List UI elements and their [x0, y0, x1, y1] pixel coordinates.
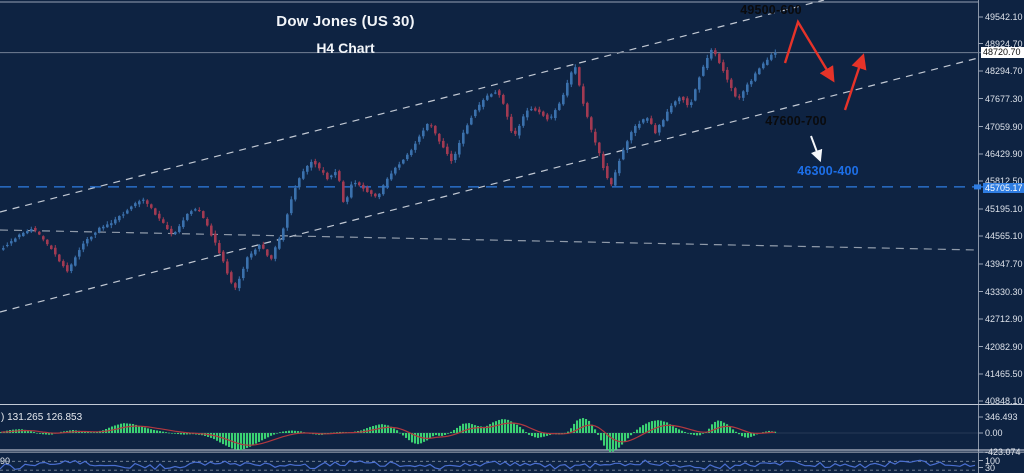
chart-subtitle: H4 Chart [316, 40, 375, 56]
bid-price-label: 45705.17 [983, 183, 1024, 193]
axis-label: 45195.10 [985, 204, 1023, 214]
annotation-support-zone: 47600-700 [765, 114, 827, 128]
chart-title-block: Dow Jones (US 30) H4 Chart [238, 13, 453, 56]
axis-label: 47677.30 [985, 93, 1023, 104]
candlesticks [2, 48, 777, 292]
axis-label: 48294.70 [985, 66, 1023, 76]
axis-label: 346.493 [985, 412, 1018, 422]
axis-label: 43947.70 [985, 259, 1023, 269]
axis-label: 40848.10 [985, 396, 1023, 406]
chart-title: Dow Jones (US 30) [276, 13, 415, 30]
axis-label: 46429.90 [985, 149, 1023, 159]
macd-values-label: ) 131.265 126.853 [1, 412, 83, 423]
annotation-resistance-zone: 49500-600 [740, 3, 802, 17]
axis-label: -423.074 [985, 447, 1021, 457]
macd-histogram [0, 418, 978, 452]
trendlines[interactable] [0, 0, 983, 313]
axis-label: 43330.30 [985, 286, 1023, 297]
axis-label: 45812.50 [985, 176, 1023, 186]
annotation-arrows[interactable] [783, 19, 867, 163]
axis-label: 30 [985, 462, 996, 473]
axis-label: 100 [985, 455, 1001, 466]
annotation-target-zone: 46300-400 [797, 164, 859, 178]
oscillator-left-label: 90 [0, 456, 11, 466]
axis-ticks [978, 16, 983, 468]
axis-label: 49542.10 [985, 12, 1023, 22]
axis-label: 48924.70 [985, 38, 1023, 49]
oscillator-line [0, 459, 978, 471]
axis-label: 41465.50 [985, 369, 1023, 379]
axis-label: 0.00 [985, 428, 1003, 438]
axis-label: 44565.10 [985, 231, 1023, 241]
axis-label: 47059.90 [985, 121, 1023, 132]
axis-label: 42712.90 [985, 314, 1023, 324]
axis-label: 42082.90 [985, 341, 1023, 352]
current-price-label: 48720.70 [981, 47, 1024, 58]
